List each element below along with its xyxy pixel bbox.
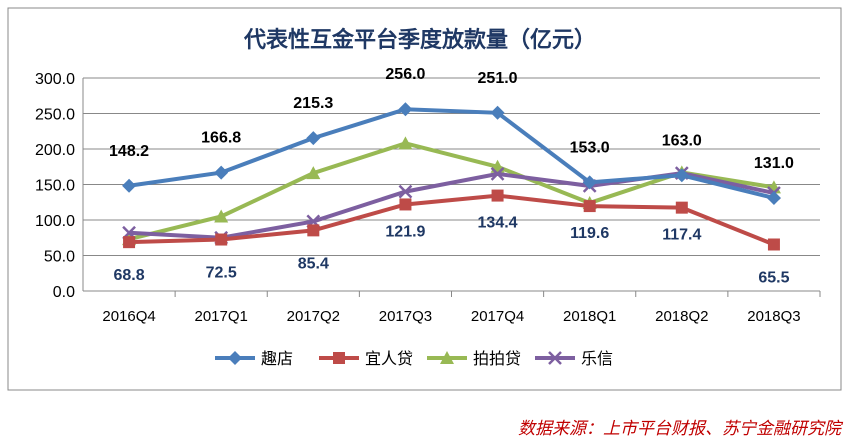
data-label: 153.0 xyxy=(570,139,610,156)
y-tick-label: 150.0 xyxy=(35,178,75,195)
data-label: 85.4 xyxy=(298,255,329,272)
data-point xyxy=(398,102,413,117)
legend-marker xyxy=(228,351,242,365)
legend-marker xyxy=(333,352,345,364)
x-tick-label: 2017Q3 xyxy=(379,308,432,325)
data-point xyxy=(767,238,780,251)
data-point xyxy=(398,184,413,199)
x-tick-label: 2018Q1 xyxy=(563,308,616,325)
x-tick-label: 2017Q4 xyxy=(471,308,524,325)
data-point xyxy=(398,136,413,150)
data-point xyxy=(766,190,781,205)
x-tick-label: 2017Q1 xyxy=(194,308,247,325)
data-point xyxy=(214,209,229,223)
data-label: 256.0 xyxy=(385,66,425,83)
legend-marker xyxy=(548,351,562,365)
y-tick-label: 300.0 xyxy=(35,71,75,88)
x-tick-label: 2017Q2 xyxy=(287,308,340,325)
chart-title: 代表性互金平台季度放款量（亿元） xyxy=(243,27,596,52)
data-point xyxy=(123,236,136,249)
y-tick-label: 0.0 xyxy=(53,284,75,301)
data-label: 117.4 xyxy=(662,227,701,244)
x-tick-label: 2016Q4 xyxy=(102,308,155,325)
data-label: 148.2 xyxy=(109,143,149,160)
data-point xyxy=(582,175,597,190)
legend-marker xyxy=(440,351,454,364)
x-tick-label: 2018Q2 xyxy=(655,308,708,325)
data-point xyxy=(215,233,228,246)
data-label: 131.0 xyxy=(754,155,794,172)
data-point xyxy=(674,168,689,183)
source-note: 数据来源：上市平台财报、苏宁金融研究院 xyxy=(518,419,841,438)
data-point xyxy=(306,131,321,146)
data-label: 163.0 xyxy=(662,132,702,149)
data-label: 251.0 xyxy=(478,70,518,87)
y-tick-label: 50.0 xyxy=(44,249,75,266)
data-label: 119.6 xyxy=(570,225,609,242)
y-tick-label: 250.0 xyxy=(35,107,75,124)
chart-border xyxy=(7,7,842,391)
data-label: 65.5 xyxy=(758,269,789,286)
series-line-1 xyxy=(129,193,775,247)
series-line-0 xyxy=(128,107,775,200)
data-point xyxy=(490,166,505,181)
y-tick-label: 100.0 xyxy=(35,213,75,230)
data-label: 166.8 xyxy=(201,130,241,147)
data-point xyxy=(583,200,596,213)
data-label: 121.9 xyxy=(385,223,425,240)
data-label: 72.5 xyxy=(206,265,237,282)
data-point xyxy=(491,189,504,202)
data-point xyxy=(306,166,321,180)
data-point xyxy=(214,165,229,180)
legend-label: 拍拍贷 xyxy=(473,350,521,368)
legend-label: 宜人贷 xyxy=(365,350,413,368)
data-point xyxy=(122,178,137,193)
legend-label: 趣店 xyxy=(261,350,293,368)
data-point xyxy=(307,224,320,237)
data-label: 134.4 xyxy=(478,215,518,232)
data-point xyxy=(675,201,688,214)
data-point xyxy=(490,105,505,120)
data-label: 215.3 xyxy=(293,95,333,112)
y-tick-label: 200.0 xyxy=(35,142,75,159)
x-tick-label: 2018Q3 xyxy=(747,308,800,325)
legend-label: 乐信 xyxy=(581,350,613,368)
data-point xyxy=(399,198,412,211)
data-label: 68.8 xyxy=(113,267,144,284)
